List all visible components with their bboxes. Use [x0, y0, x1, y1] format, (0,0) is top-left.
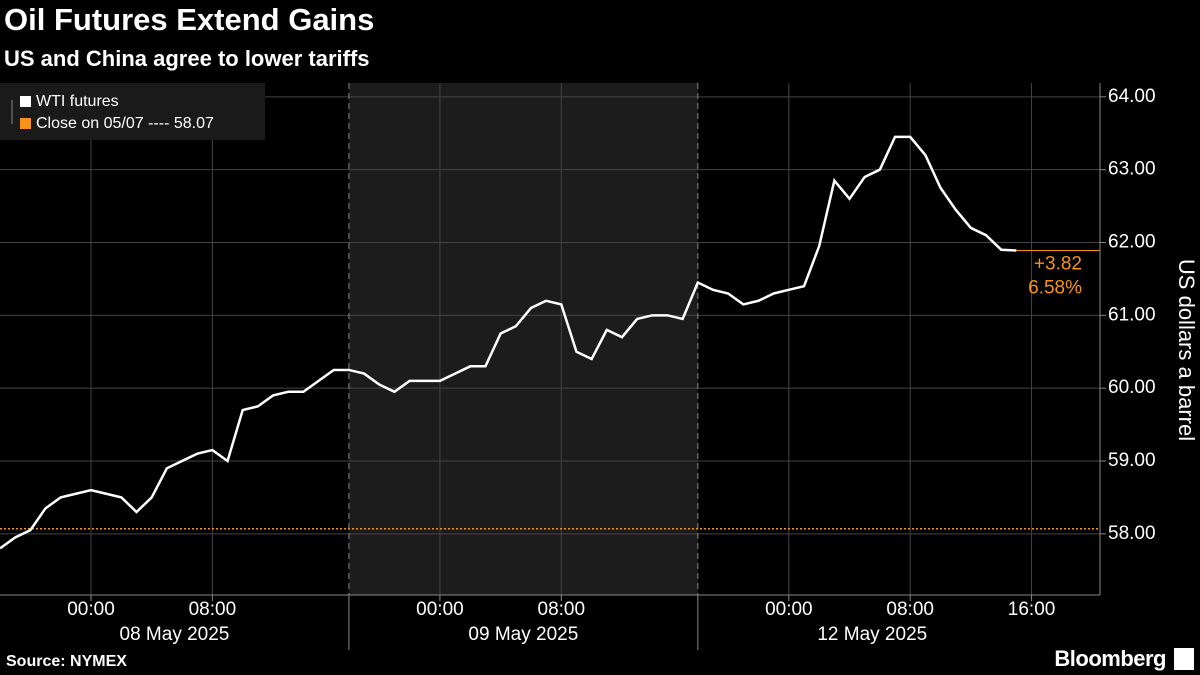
- y-tick-label: 63.00: [1108, 159, 1156, 180]
- x-group-label: 08 May 2025: [120, 624, 230, 645]
- y-tick-label: 62.00: [1108, 232, 1156, 253]
- x-tick-label: 00:00: [765, 599, 813, 620]
- change-label: +3.82: [1034, 254, 1082, 275]
- brand: Bloomberg: [1054, 646, 1166, 671]
- change-label: 6.58%: [1028, 278, 1082, 299]
- session-shade: [348, 83, 698, 595]
- legend-label: WTI futures: [36, 93, 119, 110]
- source: Source: NYMEX: [6, 653, 127, 670]
- legend-swatch: [20, 96, 31, 107]
- y-axis-title: US dollars a barrel: [1174, 259, 1199, 441]
- legend-box: [0, 83, 265, 140]
- legend-swatch: [20, 118, 31, 129]
- x-tick-label: 08:00: [886, 599, 934, 620]
- x-tick-label: 00:00: [67, 599, 115, 620]
- y-tick-label: 64.00: [1108, 86, 1156, 107]
- y-tick-label: 59.00: [1108, 450, 1156, 471]
- x-tick-label: 16:00: [1008, 599, 1056, 620]
- x-group-label: 09 May 2025: [468, 624, 578, 645]
- chart-title: Oil Futures Extend Gains: [4, 2, 374, 37]
- y-tick-label: 58.00: [1108, 523, 1156, 544]
- brand-icon: [1174, 648, 1194, 670]
- x-tick-label: 08:00: [189, 599, 237, 620]
- chart-subtitle: US and China agree to lower tariffs: [4, 46, 370, 71]
- x-tick-label: 00:00: [416, 599, 464, 620]
- y-tick-label: 60.00: [1108, 377, 1156, 398]
- y-tick-label: 61.00: [1108, 304, 1156, 325]
- legend-label: Close on 05/07 ---- 58.07: [36, 115, 214, 132]
- x-tick-label: 08:00: [538, 599, 586, 620]
- x-group-label: 12 May 2025: [817, 624, 927, 645]
- series-line: [0, 135, 1017, 550]
